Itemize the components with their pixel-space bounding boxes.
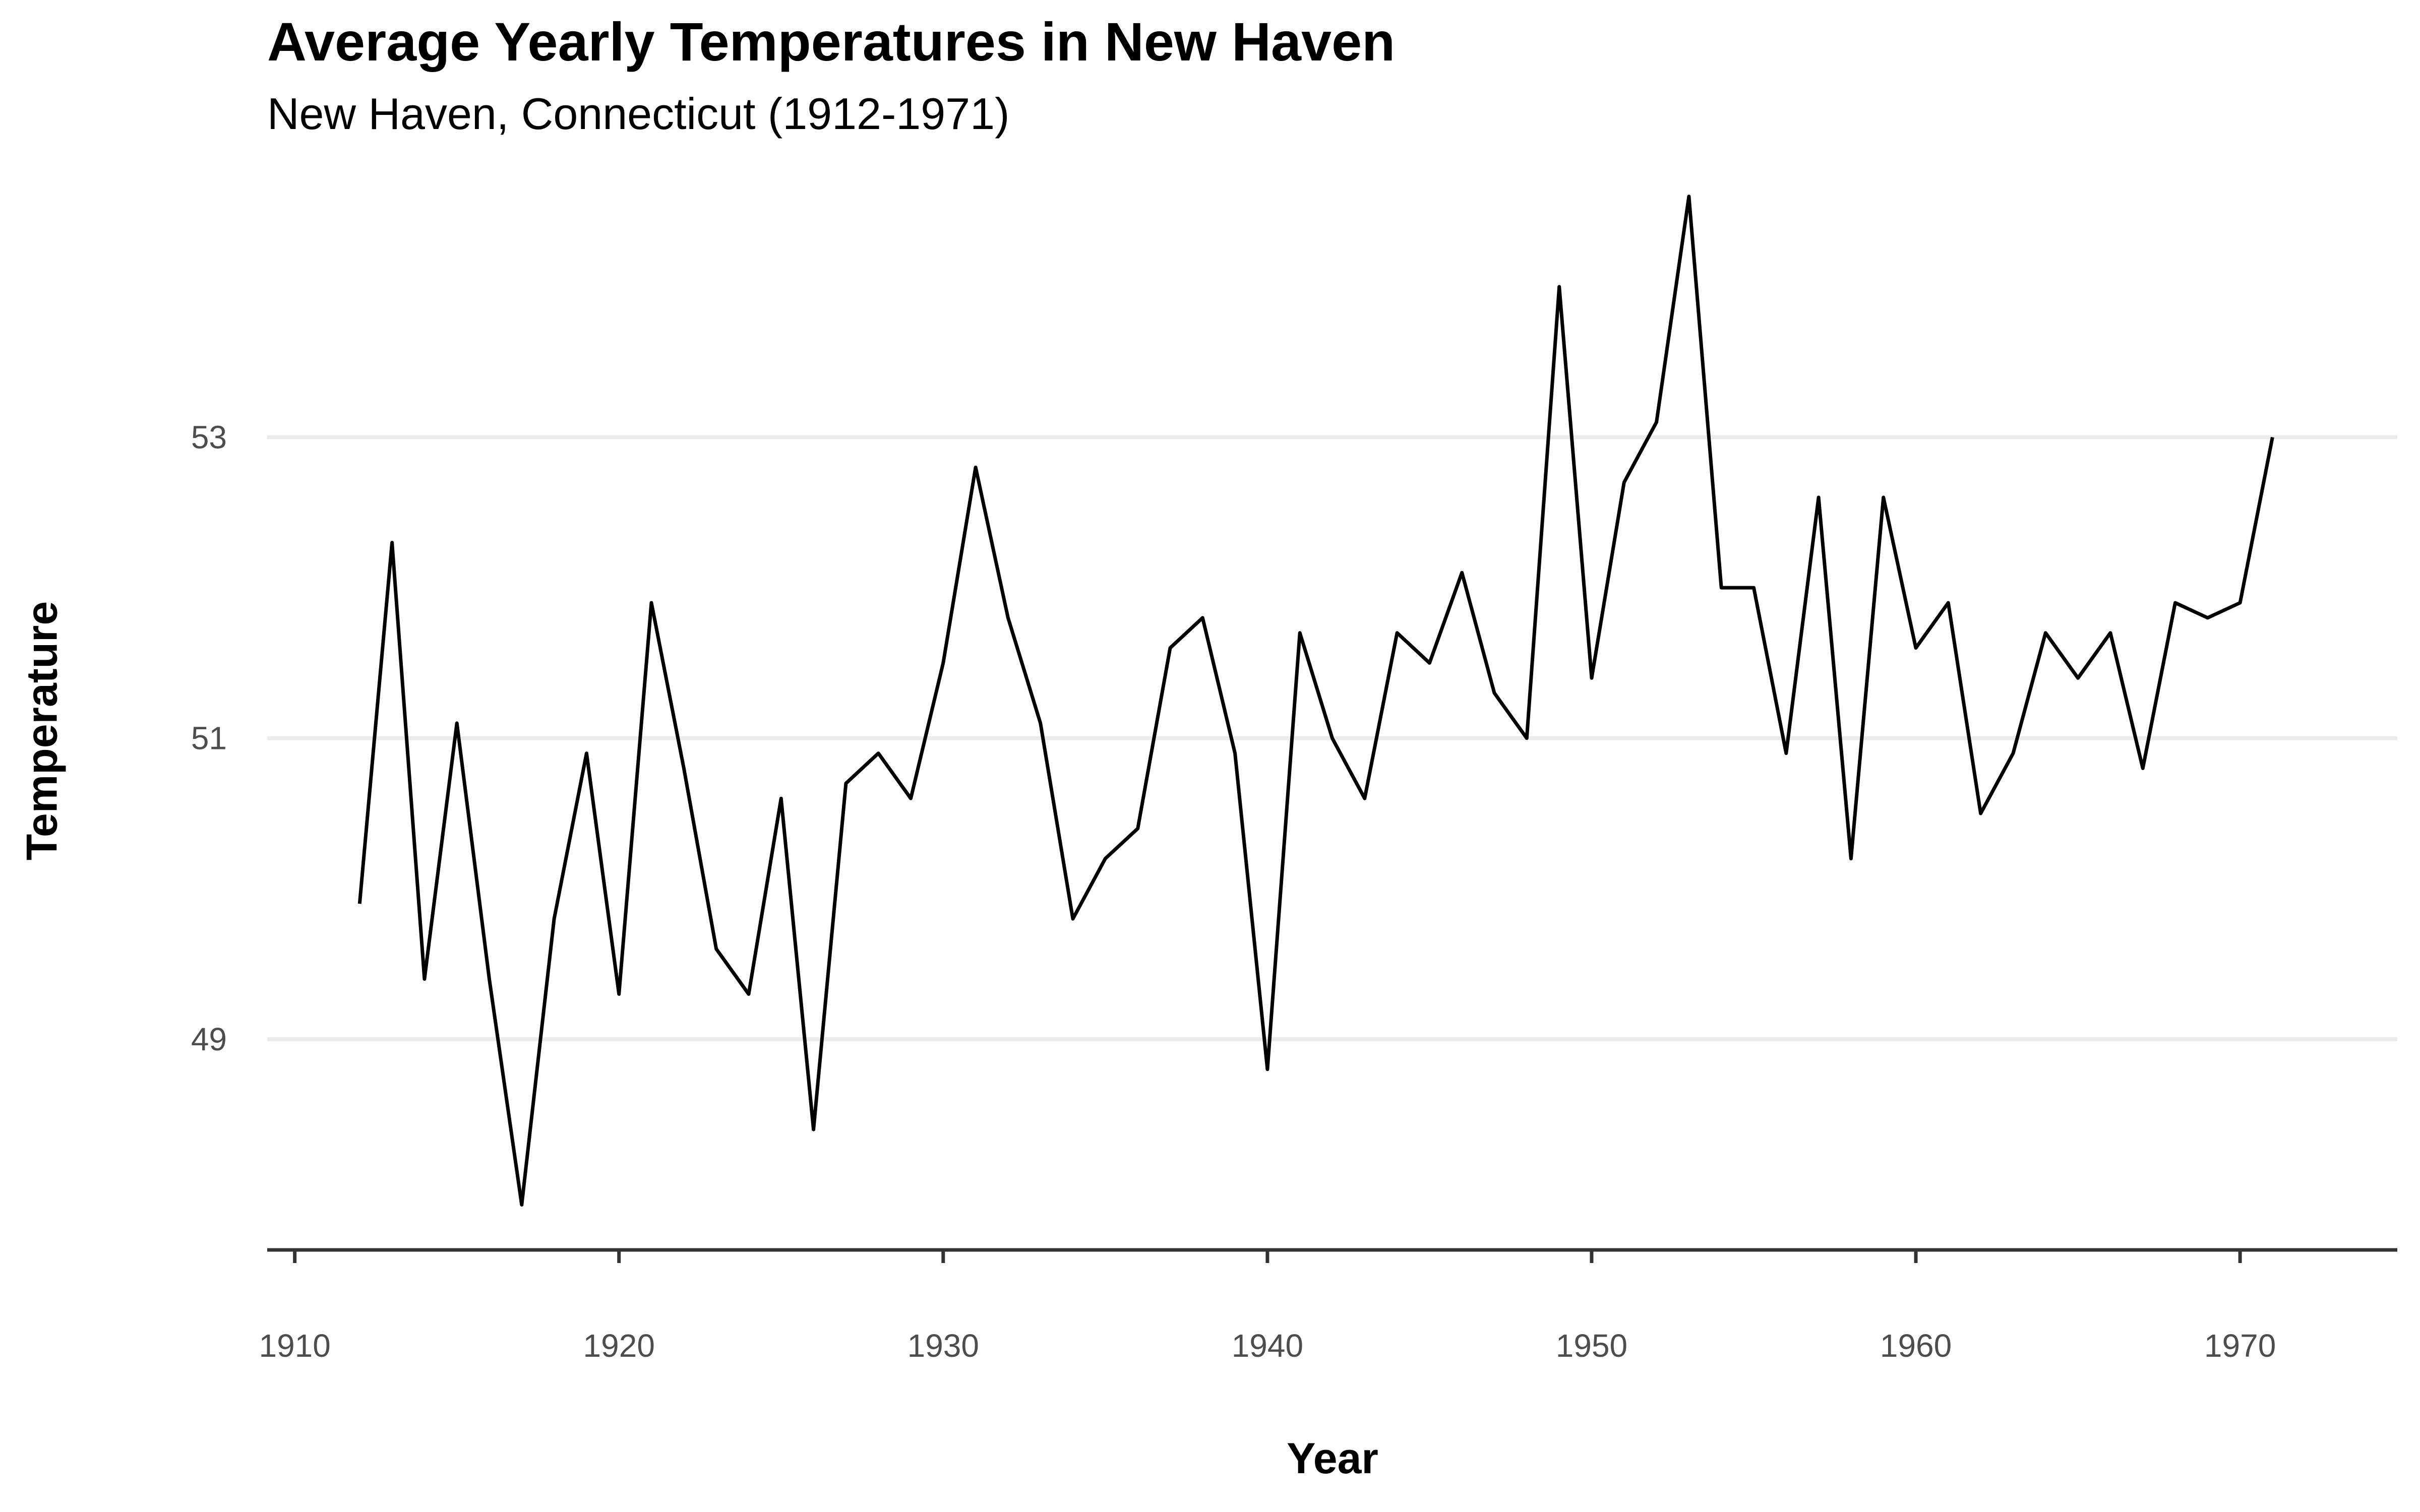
chart-subtitle: New Haven, Connecticut (1912-1971)	[267, 89, 1010, 139]
y-axis-label: Temperature	[18, 601, 67, 861]
x-tick-label-1940: 1940	[1232, 1328, 1303, 1364]
x-tick-label-1910: 1910	[259, 1328, 330, 1364]
y-axis: 49 51 53	[191, 419, 227, 1057]
x-tick-label-1920: 1920	[583, 1328, 655, 1364]
y-tick-label-51: 51	[191, 720, 227, 757]
series-line-0	[357, 195, 2274, 1207]
x-axis-label: Year	[1287, 1434, 1378, 1483]
y-tick-label-49: 49	[191, 1021, 227, 1057]
x-tick-label-1970: 1970	[2204, 1328, 2276, 1364]
series-layer	[357, 195, 2274, 1207]
x-tick-label-1950: 1950	[1556, 1328, 1627, 1364]
y-tick-label-53: 53	[191, 419, 227, 456]
chart-title: Average Yearly Temperatures in New Haven	[267, 11, 1396, 72]
x-axis: 1910 1920 1930 1940 1950 1960 1970	[259, 1248, 2397, 1364]
x-tick-label-1960: 1960	[1880, 1328, 1952, 1364]
x-tick-label-1930: 1930	[908, 1328, 979, 1364]
